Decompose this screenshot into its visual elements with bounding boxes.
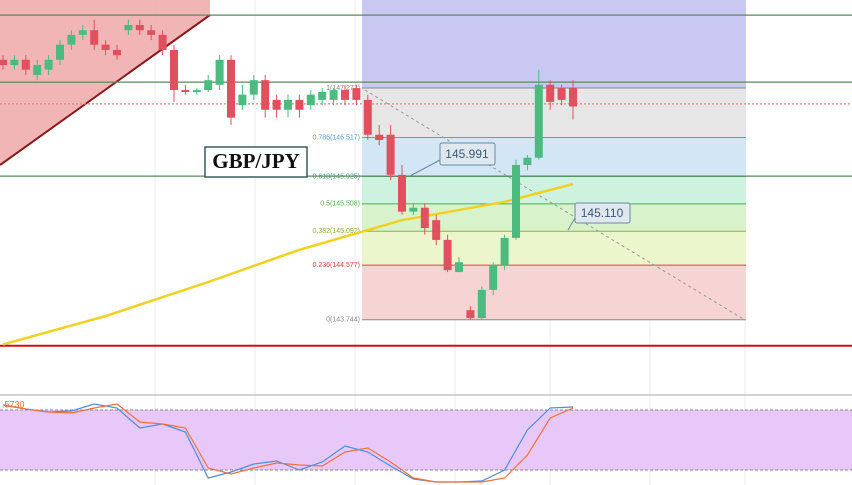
candle-body [420, 207, 429, 229]
fib-label: 0.786(146.517) [313, 134, 360, 141]
callout-label: 145.991 [445, 147, 489, 161]
candle-body [477, 289, 486, 319]
candle-body [443, 239, 452, 271]
candle-body [90, 30, 99, 45]
candle-body [569, 88, 577, 107]
fib-label: 0.236(144.577) [313, 262, 360, 269]
candle-body [249, 80, 258, 95]
fib-zone [362, 265, 746, 320]
candle-body [432, 220, 441, 240]
trendline [0, 14, 211, 166]
oscillator-line [2, 403, 574, 483]
fib-zone [362, 137, 746, 177]
candle-body [557, 88, 566, 100]
callout-line [567, 217, 576, 231]
oscillator-pane: .5730 [0, 399, 852, 483]
candle-body [352, 88, 361, 100]
candle-body [329, 90, 338, 100]
candle-body [170, 49, 178, 91]
candle-body [10, 59, 19, 66]
candle-body [192, 90, 201, 93]
fib-upper-zone [362, 0, 746, 88]
callout-box [574, 202, 631, 224]
fib-label: 0(143.744) [326, 317, 360, 324]
moving-average [2, 182, 574, 346]
candle-body [284, 99, 292, 110]
callout-line [409, 159, 441, 177]
fib-label: 0.382(145.092) [313, 228, 360, 235]
candle-body [44, 59, 53, 70]
candle-body [318, 92, 327, 100]
candle-body [227, 59, 235, 118]
oscillator-band [0, 410, 852, 470]
fib-label: 0.5(145.508) [320, 201, 360, 208]
candle-body [272, 99, 281, 110]
candle-body [261, 80, 270, 110]
candle-body [512, 164, 520, 238]
title-box [204, 146, 308, 178]
candle-body [56, 44, 64, 60]
oscillator-label: .5730 [2, 399, 25, 409]
candle-body [215, 59, 224, 85]
candle-body [500, 237, 509, 265]
candle-body [181, 90, 190, 93]
candle-body [158, 34, 167, 50]
candle-body [147, 30, 156, 35]
candle-body [534, 84, 543, 158]
fib-label: 1(147.272) [326, 85, 360, 92]
candle-body [21, 59, 30, 70]
chart-title: GBP/JPY [212, 149, 300, 173]
candle-body [204, 80, 213, 91]
candle-body [523, 157, 532, 165]
candle-body [489, 264, 498, 290]
candle-body [78, 30, 87, 35]
candle-body [363, 99, 372, 135]
candle-body [546, 84, 555, 102]
candle-body [306, 94, 315, 106]
candle-body [113, 49, 121, 56]
callout-label: 145.110 [581, 206, 624, 220]
candle-body [238, 94, 247, 106]
projection-line [364, 89, 746, 321]
candle-body [0, 59, 7, 66]
fib-zone [362, 231, 746, 266]
candle-body [295, 99, 304, 110]
candle-body [455, 262, 463, 273]
candle-body [341, 90, 349, 100]
candle-body [124, 24, 133, 31]
fib-label: 0.618(145.925) [313, 173, 360, 180]
candle-body [409, 207, 418, 212]
candle-body [386, 134, 395, 175]
oscillator-line [2, 403, 574, 483]
candle-body [398, 174, 406, 212]
candle-body [101, 44, 110, 50]
price-pane [0, 14, 852, 347]
candle-body [466, 310, 475, 319]
candle-body [135, 24, 144, 31]
candle-body [33, 65, 42, 75]
candle-body [375, 134, 384, 140]
candle-body [67, 34, 76, 45]
callout-box [439, 142, 496, 166]
